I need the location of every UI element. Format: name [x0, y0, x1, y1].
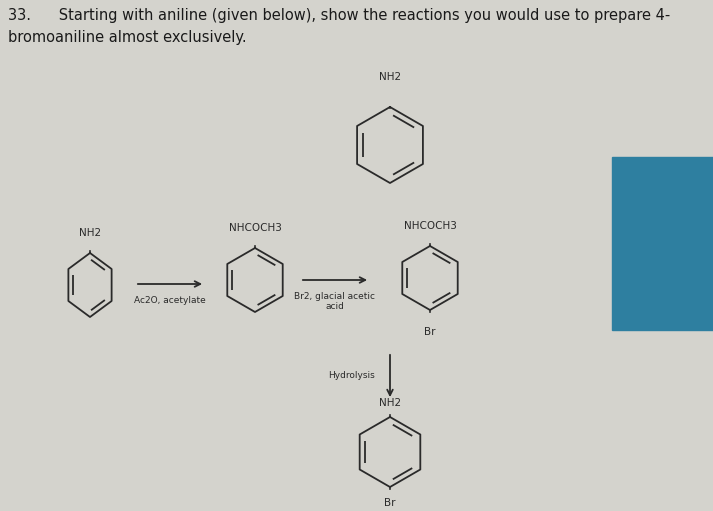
- Text: NH2: NH2: [379, 72, 401, 82]
- Text: NHCOCH3: NHCOCH3: [229, 223, 282, 233]
- Text: bromoaniline almost exclusively.: bromoaniline almost exclusively.: [8, 30, 247, 45]
- Text: NHCOCH3: NHCOCH3: [404, 221, 456, 231]
- Text: 33.      Starting with aniline (given below), show the reactions you would use t: 33. Starting with aniline (given below),…: [8, 8, 670, 23]
- Text: Br: Br: [424, 327, 436, 337]
- Text: Br2, glacial acetic
acid: Br2, glacial acetic acid: [294, 292, 376, 311]
- Text: NH2: NH2: [79, 228, 101, 238]
- Text: Hydrolysis: Hydrolysis: [328, 371, 375, 381]
- Text: Ac2O, acetylate: Ac2O, acetylate: [134, 296, 206, 305]
- Text: NH2: NH2: [379, 398, 401, 408]
- Bar: [612, 157, 713, 330]
- Text: Br: Br: [384, 498, 396, 508]
